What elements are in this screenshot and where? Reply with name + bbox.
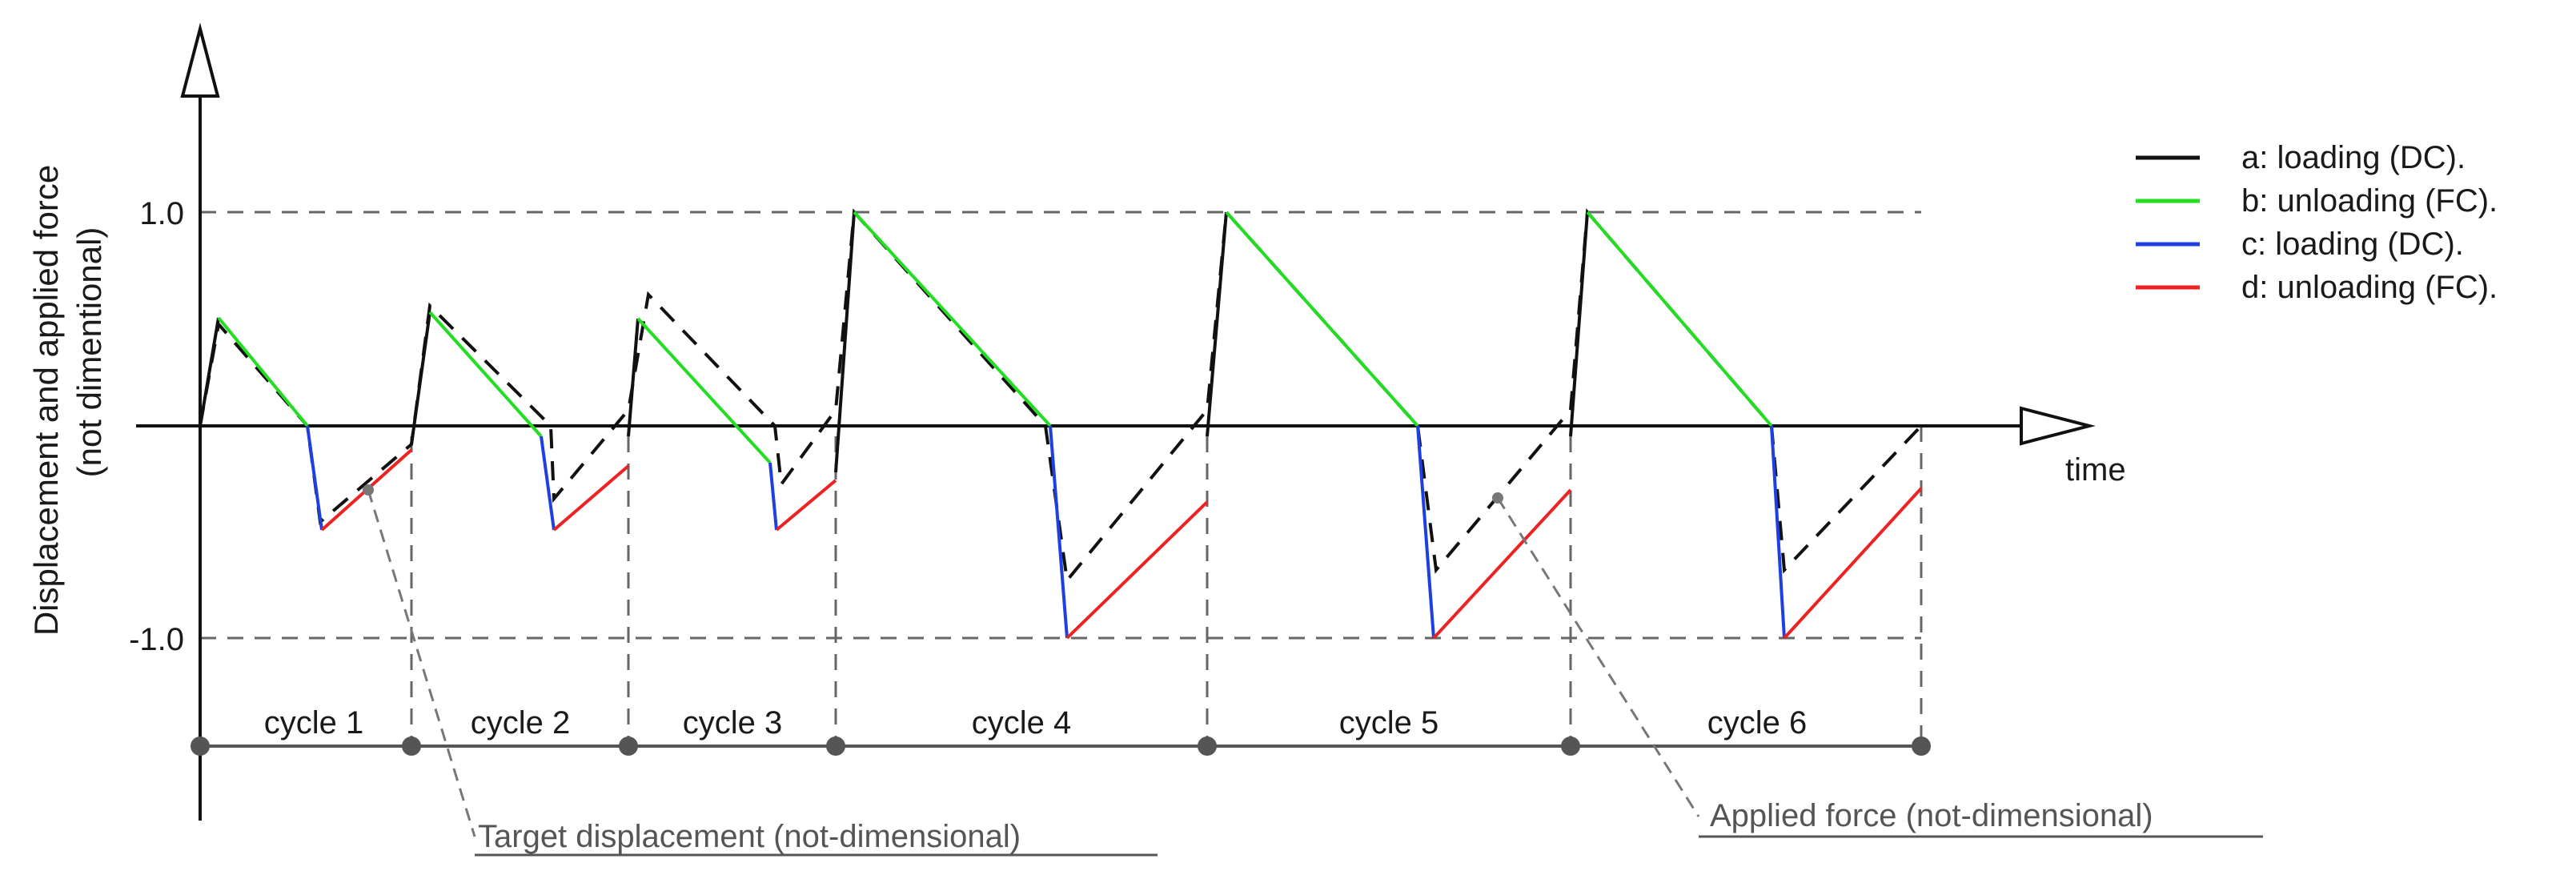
x-axis-arrowhead bbox=[2020, 406, 2096, 446]
cycle-marker bbox=[1198, 737, 1217, 756]
cycle-marker bbox=[619, 737, 638, 756]
y-tick-label-minus-one: -1.0 bbox=[129, 622, 184, 657]
y-tick-label-plus-one: 1.0 bbox=[139, 196, 184, 231]
legend-label-c: c: loading (DC). bbox=[2241, 227, 2464, 262]
force-segments-a bbox=[199, 211, 1589, 473]
legend-label-b: b: unloading (FC). bbox=[2241, 183, 2498, 219]
callout-target-text: Target displacement (not-dimensional) bbox=[478, 819, 1021, 854]
legend-label-a: a: loading (DC). bbox=[2241, 140, 2466, 175]
cycle-markers bbox=[191, 737, 1931, 756]
y-axis-label-line1: Displacement and applied force bbox=[27, 165, 65, 636]
cycle-marker bbox=[191, 737, 210, 756]
force-segments-c bbox=[306, 425, 1786, 639]
cycle-marker bbox=[1561, 737, 1580, 756]
cycle-marker bbox=[402, 737, 421, 756]
legend: a: loading (DC). b: unloading (FC). c: l… bbox=[2136, 140, 2498, 305]
cycle-label-2: cycle 2 bbox=[471, 705, 571, 741]
callout-target-displacement: Target displacement (not-dimensional) bbox=[363, 484, 1158, 857]
y-axis-arrowhead bbox=[180, 22, 220, 98]
target-displacement-line bbox=[199, 208, 1923, 584]
cycle-label-3: cycle 3 bbox=[683, 705, 783, 741]
x-axis-label: time bbox=[2065, 452, 2126, 488]
cycle-marker bbox=[1912, 737, 1931, 756]
y-axis-label-line2: (not dimentional) bbox=[70, 227, 108, 478]
callout-force-text: Applied force (not-dimensional) bbox=[1710, 798, 2153, 833]
force-segments-d bbox=[320, 448, 1923, 640]
cycle-label-1: cycle 1 bbox=[264, 705, 364, 741]
cycle-dividers bbox=[410, 426, 1923, 746]
callout-target-leader bbox=[367, 489, 476, 837]
cycle-label-6: cycle 6 bbox=[1707, 705, 1808, 741]
cycle-marker bbox=[826, 737, 845, 756]
cycle-label-4: cycle 4 bbox=[972, 705, 1072, 741]
callout-applied-force: Applied force (not-dimensional) bbox=[1492, 492, 2263, 838]
callout-force-leader bbox=[1496, 497, 1700, 817]
legend-label-d: d: unloading (FC). bbox=[2241, 270, 2498, 305]
force-segments-b bbox=[217, 211, 1773, 464]
cycle-label-5: cycle 5 bbox=[1339, 705, 1439, 741]
